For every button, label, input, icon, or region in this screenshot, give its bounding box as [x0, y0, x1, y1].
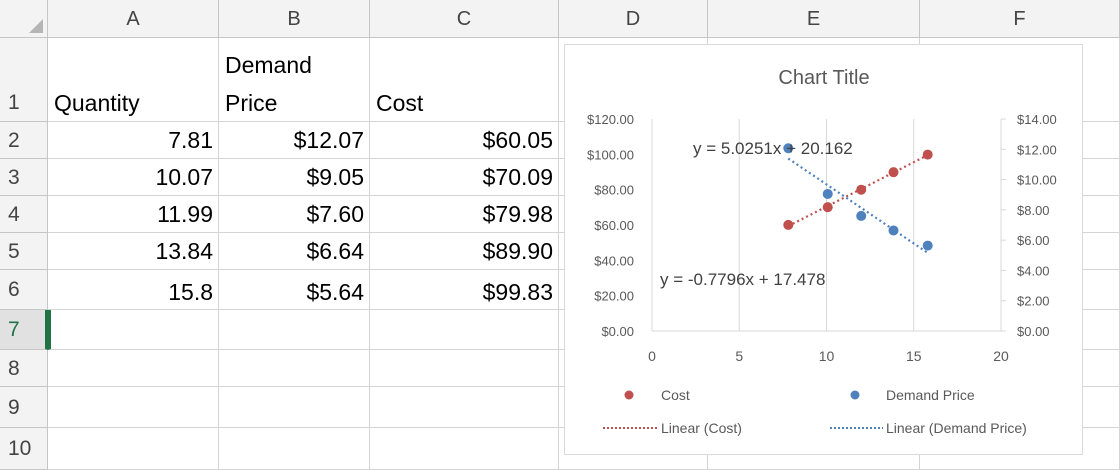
y-right-tick-label: $14.00: [1017, 112, 1057, 127]
cell-cost[interactable]: $70.09: [370, 159, 559, 196]
cell-b1[interactable]: Demand Price: [219, 38, 370, 122]
data-point: [922, 240, 933, 251]
y-right-tick-label: $6.00: [1017, 233, 1050, 248]
row-header-7[interactable]: 7: [0, 310, 48, 350]
empty-cell[interactable]: [219, 428, 370, 470]
x-tick-label: 15: [906, 348, 922, 364]
data-point: [856, 184, 867, 195]
legend-marker: [624, 390, 634, 400]
y-right-tick-label: $8.00: [1017, 203, 1050, 218]
data-point: [783, 143, 794, 154]
select-all-triangle-icon: [29, 19, 43, 33]
y-left-tick-label: $120.00: [587, 112, 634, 127]
y-left-tick-label: $80.00: [594, 183, 634, 198]
cell-cost[interactable]: $89.90: [370, 233, 559, 270]
y-left-tick-label: $100.00: [587, 147, 634, 162]
row-header-10[interactable]: 10: [0, 428, 48, 470]
scatter-chart[interactable]: Chart Title 0 5 10 15 20 $0.00 $20.00 $40.00 $60.…: [564, 44, 1083, 455]
cell-quantity[interactable]: 13.84: [48, 233, 219, 270]
cell-cost[interactable]: $99.83: [370, 270, 559, 310]
column-header-f[interactable]: F: [920, 0, 1120, 38]
column-header-d[interactable]: D: [559, 0, 708, 38]
y-left-tick-label: $0.00: [601, 324, 634, 339]
y-right-tick-label: $0.00: [1017, 324, 1050, 339]
x-tick-label: 20: [993, 348, 1009, 364]
empty-cell[interactable]: [219, 350, 370, 387]
data-point: [783, 219, 794, 230]
trendline-equation: y = -0.7796x + 17.478: [660, 270, 825, 289]
empty-cell[interactable]: [370, 310, 559, 350]
empty-cell[interactable]: [370, 387, 559, 428]
cell-quantity[interactable]: 7.81: [48, 122, 219, 159]
chart-canvas: Chart Title 0 5 10 15 20 $0.00 $20.00 $40.00 $60.…: [587, 67, 1057, 436]
cell-price[interactable]: $5.64: [219, 270, 370, 310]
trendline: [787, 157, 929, 254]
select-all-corner[interactable]: [0, 0, 48, 38]
header-demand-line2: Price: [225, 90, 278, 116]
cell-cost[interactable]: $60.05: [370, 122, 559, 159]
y-left-tick-label: $60.00: [594, 218, 634, 233]
row-header-4[interactable]: 4: [0, 196, 48, 233]
data-point: [856, 210, 867, 221]
y-right-tick-label: $4.00: [1017, 263, 1050, 278]
trendline: [787, 154, 929, 228]
cell-a1[interactable]: Quantity: [48, 38, 219, 122]
y-right-tick-label: $12.00: [1017, 142, 1057, 157]
row-header-5[interactable]: 5: [0, 233, 48, 270]
cell-price[interactable]: $12.07: [219, 122, 370, 159]
data-point: [888, 225, 899, 236]
legend-marker: [850, 390, 860, 400]
empty-cell[interactable]: [48, 350, 219, 387]
row-header-9[interactable]: 9: [0, 387, 48, 428]
data-point: [822, 188, 833, 199]
data-point: [822, 202, 833, 213]
y-right-tick-label: $2.00: [1017, 294, 1050, 309]
x-tick-label: 0: [648, 348, 656, 364]
cell-c1[interactable]: Cost: [370, 38, 559, 122]
row-header-3[interactable]: 3: [0, 159, 48, 196]
empty-cell[interactable]: [48, 428, 219, 470]
legend-label: Linear (Cost): [661, 420, 742, 436]
x-tick-label: 5: [735, 348, 743, 364]
header-cost: Cost: [376, 90, 424, 116]
cell-price[interactable]: $7.60: [219, 196, 370, 233]
row-header-8[interactable]: 8: [0, 350, 48, 387]
data-point: [888, 167, 899, 178]
empty-cell[interactable]: [219, 310, 370, 350]
empty-cell[interactable]: [48, 387, 219, 428]
chart-title: Chart Title: [778, 67, 869, 89]
column-header-a[interactable]: A: [48, 0, 219, 38]
legend-label: Demand Price: [886, 387, 975, 403]
column-header-e[interactable]: E: [708, 0, 920, 38]
empty-cell[interactable]: [370, 350, 559, 387]
cell-quantity[interactable]: 10.07: [48, 159, 219, 196]
cell-price[interactable]: $6.64: [219, 233, 370, 270]
row-header-2[interactable]: 2: [0, 122, 48, 159]
cell-price[interactable]: $9.05: [219, 159, 370, 196]
cell-cost[interactable]: $79.98: [370, 196, 559, 233]
header-demand-line1: Demand: [225, 52, 312, 78]
legend-label: Cost: [661, 387, 690, 403]
cell-quantity[interactable]: 11.99: [48, 196, 219, 233]
data-point: [922, 149, 933, 160]
x-tick-label: 10: [819, 348, 835, 364]
trendline-equation: y = 5.0251x + 20.162: [693, 139, 853, 158]
y-left-tick-label: $40.00: [594, 253, 634, 268]
column-header-c[interactable]: C: [370, 0, 559, 38]
cell-quantity[interactable]: 15.8: [48, 270, 219, 310]
empty-cell[interactable]: [48, 310, 219, 350]
y-right-tick-label: $10.00: [1017, 173, 1057, 188]
header-quantity: Quantity: [54, 90, 140, 116]
row-header-1[interactable]: 1: [0, 38, 48, 122]
row-header-6[interactable]: 6: [0, 270, 48, 310]
empty-cell[interactable]: [219, 387, 370, 428]
legend-label: Linear (Demand Price): [886, 420, 1027, 436]
empty-cell[interactable]: [370, 428, 559, 470]
column-header-b[interactable]: B: [219, 0, 370, 38]
y-left-tick-label: $20.00: [594, 289, 634, 304]
